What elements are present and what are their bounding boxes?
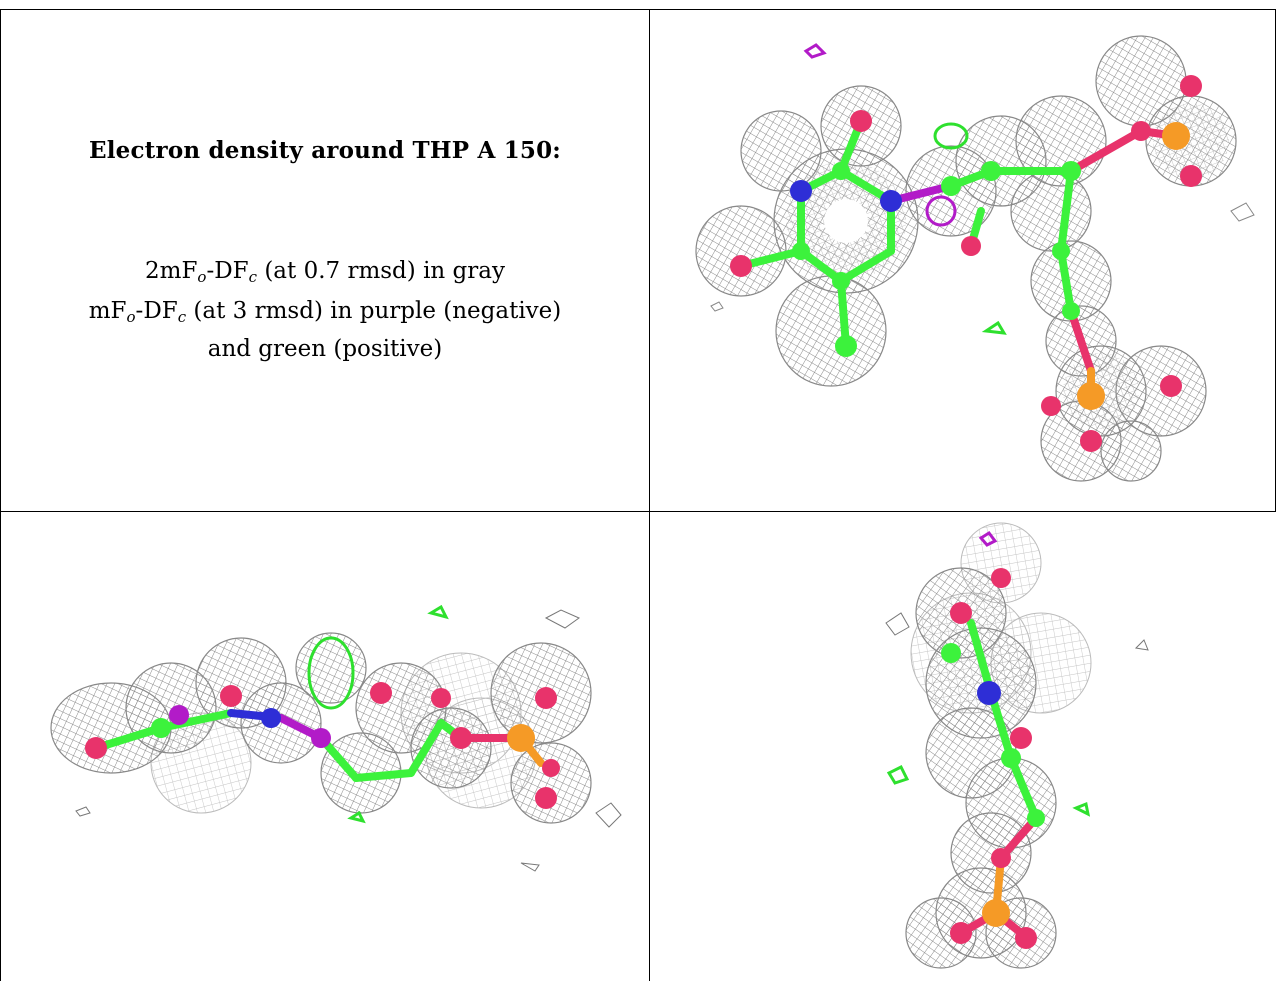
atoms	[730, 75, 1202, 452]
noise-mesh	[885, 612, 1149, 651]
caption-line2-pre: mF	[88, 298, 127, 324]
difference-density	[803, 43, 1007, 335]
border-left	[0, 9, 1, 981]
difference-density	[886, 530, 1091, 817]
caption-cell: Electron density around THP A 150: 2mFo-…	[2, 10, 648, 512]
atoms	[941, 568, 1045, 949]
noise-mesh	[75, 609, 622, 872]
caption-line-green-positive: and green (positive)	[207, 336, 443, 362]
caption-line1-pre: 2mF	[145, 258, 198, 284]
caption-line-fo-dfc: mFo-DFc (at 3 rmsd) in purple (negative)	[2, 298, 648, 326]
caption-title: Electron density around THP A 150:	[88, 137, 562, 164]
atoms	[85, 682, 560, 809]
caption-line2-post: (at 3 rmsd) in purple (negative)	[186, 298, 562, 324]
caption-line-2fo-dfc: 2mFo-DFc (at 0.7 rmsd) in gray	[2, 258, 648, 286]
caption-line2-mid: -DF	[135, 298, 178, 324]
noise-mesh	[710, 202, 1255, 312]
caption-line1-sub-o: o	[197, 268, 207, 286]
border-middle-horizontal	[0, 511, 1276, 512]
caption-line2-sub-o: o	[126, 308, 136, 326]
density-view-bottom-left	[1, 513, 648, 981]
density-view-bottom-right	[651, 513, 1274, 981]
density-svg-top-right	[695, 35, 1255, 482]
density-view-top-right	[651, 11, 1274, 510]
border-middle-vertical	[649, 9, 650, 981]
density-svg-bottom-right	[885, 522, 1149, 969]
border-top	[0, 9, 1276, 10]
caption-line1-mid: -DF	[206, 258, 249, 284]
difference-density	[307, 604, 449, 824]
caption-line1-post: (at 0.7 rmsd) in gray	[257, 258, 505, 284]
caption-line2-sub-c: c	[177, 308, 187, 326]
caption-line1-sub-c: c	[248, 268, 258, 286]
density-svg-bottom-left	[50, 604, 622, 872]
